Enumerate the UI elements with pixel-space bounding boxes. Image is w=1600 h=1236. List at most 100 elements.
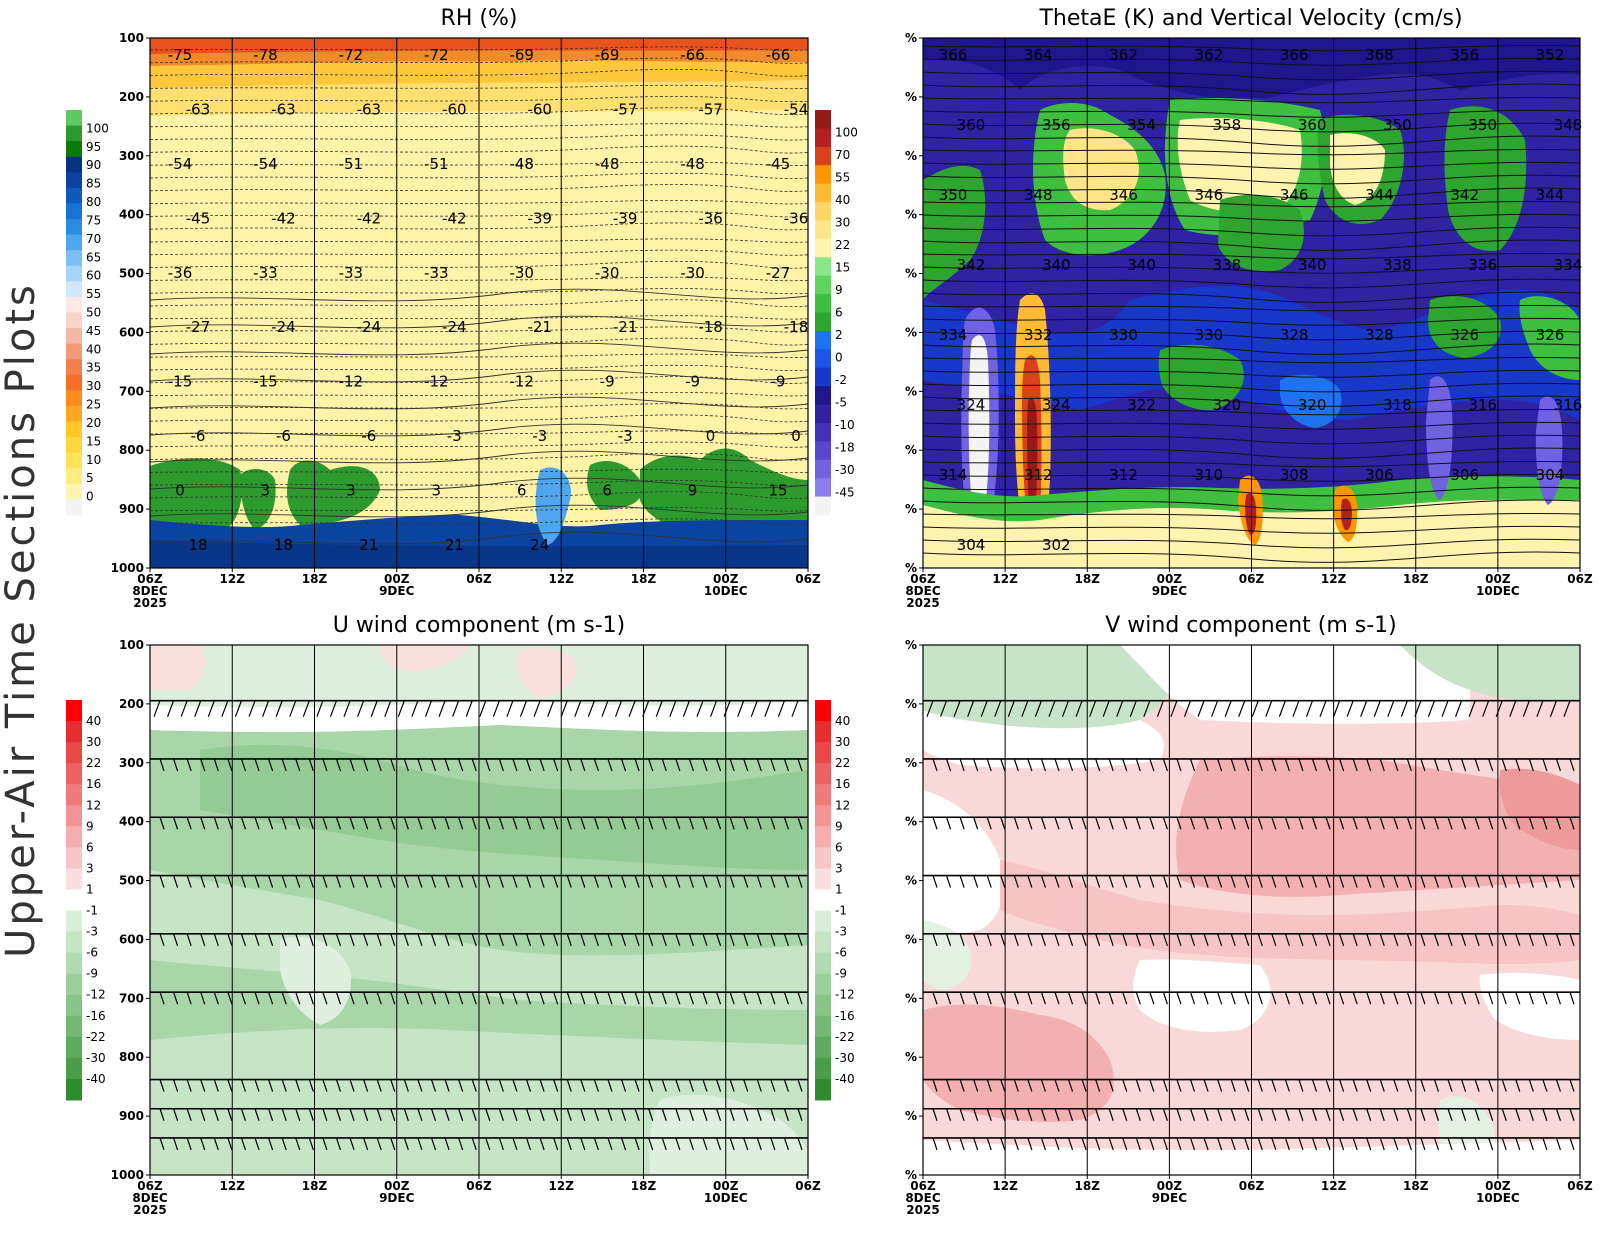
wind-barb-flag xyxy=(1027,1079,1033,1092)
colorbar-swatch xyxy=(815,478,831,498)
wind-barb-flag xyxy=(363,933,369,947)
wind-barb-flag xyxy=(1406,758,1412,772)
wind-barb-flag xyxy=(1284,1079,1290,1092)
wind-barb-flag xyxy=(1176,933,1182,947)
colorbar-label: 30 xyxy=(835,216,850,230)
x-tick-label: 00Z xyxy=(713,1179,739,1193)
wind-barb-flag xyxy=(553,875,559,888)
wind-barb-flag xyxy=(349,1079,355,1092)
wind-barb-flag xyxy=(1474,758,1480,772)
wind-barb-flag xyxy=(1176,758,1182,772)
wind-barb-flag xyxy=(417,991,423,1005)
wind-barb-flag xyxy=(213,1137,219,1151)
wind-barb-flag xyxy=(1447,1137,1453,1151)
contour-label: 304 xyxy=(1536,466,1565,484)
wind-barb-flag xyxy=(580,1137,586,1151)
wind-barb-flag xyxy=(661,991,667,1005)
colorbar-label: -6 xyxy=(835,946,847,960)
wind-barb-flag xyxy=(465,700,473,717)
wind-barb-flag xyxy=(1447,1108,1453,1121)
wind-barb-flag xyxy=(1095,1137,1101,1151)
colorbar-swatch xyxy=(66,994,82,1017)
wind-barb-flag xyxy=(498,991,504,1005)
rh-contour-labels: -75 -78 -72 -72 -69 -69 -66 -66-63 -63 -63 -60 -60-… xyxy=(168,46,809,554)
wind-barb-flag xyxy=(430,758,437,772)
wind-barb-flag xyxy=(1501,875,1507,888)
wind-barb-flag xyxy=(498,817,504,830)
wind-barb-flag xyxy=(715,1137,722,1151)
colorbar-swatch xyxy=(66,483,82,500)
colorbar-label: 12 xyxy=(86,798,101,812)
wind-barb-flag xyxy=(1108,817,1114,830)
y-tick-label: 400 xyxy=(119,208,144,222)
contour-label: 330 xyxy=(1195,326,1224,344)
wind-barb-flag xyxy=(335,991,342,1005)
wind-barb-flag xyxy=(620,1108,627,1121)
wind-barb-flag xyxy=(1040,1137,1046,1151)
colorbar-swatch xyxy=(66,1057,82,1080)
colorbar-swatch xyxy=(66,784,82,806)
wind-barb-flag xyxy=(1067,1079,1074,1092)
wind-barb-flag xyxy=(200,758,206,772)
wind-barb-flag xyxy=(1284,991,1290,1005)
wind-barb-flag xyxy=(525,758,532,772)
wind-barb-flag xyxy=(1102,700,1110,717)
wind-barb-flag xyxy=(1149,1137,1155,1151)
thetae-contour xyxy=(922,513,1581,520)
wind-barb-flag xyxy=(417,1079,423,1092)
wind-barb-flag xyxy=(485,991,491,1005)
colorbar-swatch xyxy=(815,826,831,848)
wind-barb-flag xyxy=(390,1137,396,1151)
wind-barb-flag xyxy=(1013,1137,1019,1151)
wind-barb-flag xyxy=(322,933,328,947)
wind-barb-flag xyxy=(316,700,324,717)
contour-label: 308 xyxy=(1280,466,1309,484)
wind-barb-flag xyxy=(560,700,568,717)
wind-barb-flag xyxy=(1339,817,1345,830)
thetae-contour xyxy=(922,317,1581,326)
wind-barb-flag xyxy=(512,1137,518,1151)
colorbar-swatch xyxy=(815,847,831,869)
wind-barb-flag xyxy=(1230,1108,1236,1121)
y-tick-label: % xyxy=(905,208,917,222)
wind-barb-flag xyxy=(213,1108,219,1121)
wind-barb-flag xyxy=(945,875,952,888)
wind-barb-flag xyxy=(770,991,776,1005)
wind-barb-flag xyxy=(1217,991,1223,1005)
contour-label: -36 xyxy=(698,209,723,227)
wind-barb-flag xyxy=(200,1137,206,1151)
x-tick-label: 06Z xyxy=(910,1179,936,1193)
contour-label: -51 xyxy=(424,155,449,173)
wind-barb-flag xyxy=(1528,758,1534,772)
thetae-panel: ThetaE (K) and Vertical Velocity (cm/s) xyxy=(815,6,1593,610)
wind-barb-flag xyxy=(349,875,355,888)
x-tick-label: 18Z xyxy=(1075,1179,1101,1193)
wind-barb-flag xyxy=(797,758,803,772)
wind-barb-flag xyxy=(295,991,301,1005)
wind-barb-flag xyxy=(547,700,555,717)
contour-label: 342 xyxy=(1450,186,1479,204)
wind-barb-flag xyxy=(702,1079,708,1092)
x-tick-label: 06Z xyxy=(137,572,163,586)
contour-label: -54 xyxy=(168,155,193,173)
wind-barb-flag xyxy=(1027,991,1033,1005)
wind-barb-flag xyxy=(1054,875,1060,888)
wind-barb-flag xyxy=(186,1079,192,1092)
wind-barb-flag xyxy=(1067,1108,1074,1121)
wind-barb-flag xyxy=(1197,700,1205,717)
wind-barb-flag xyxy=(1311,1108,1318,1121)
wind-barb-flag xyxy=(1461,991,1467,1005)
wind-barb-flag xyxy=(1379,1079,1385,1092)
wind-barb-flag xyxy=(308,758,314,772)
wind-barb-flag xyxy=(1515,991,1521,1005)
contour-label: 346 xyxy=(1195,186,1224,204)
rh-solid-contour xyxy=(149,288,809,302)
wind-barb-flag xyxy=(959,758,965,772)
wind-barb-flag xyxy=(1549,700,1558,717)
x-tick-label: 06Z xyxy=(1239,572,1265,586)
wind-barb-flag xyxy=(1054,933,1060,947)
wind-barb-flag xyxy=(1271,1108,1277,1121)
y-tick-label: 300 xyxy=(119,149,144,163)
y-tick-label: 900 xyxy=(119,1109,144,1123)
wind-barb-flag xyxy=(194,700,202,717)
